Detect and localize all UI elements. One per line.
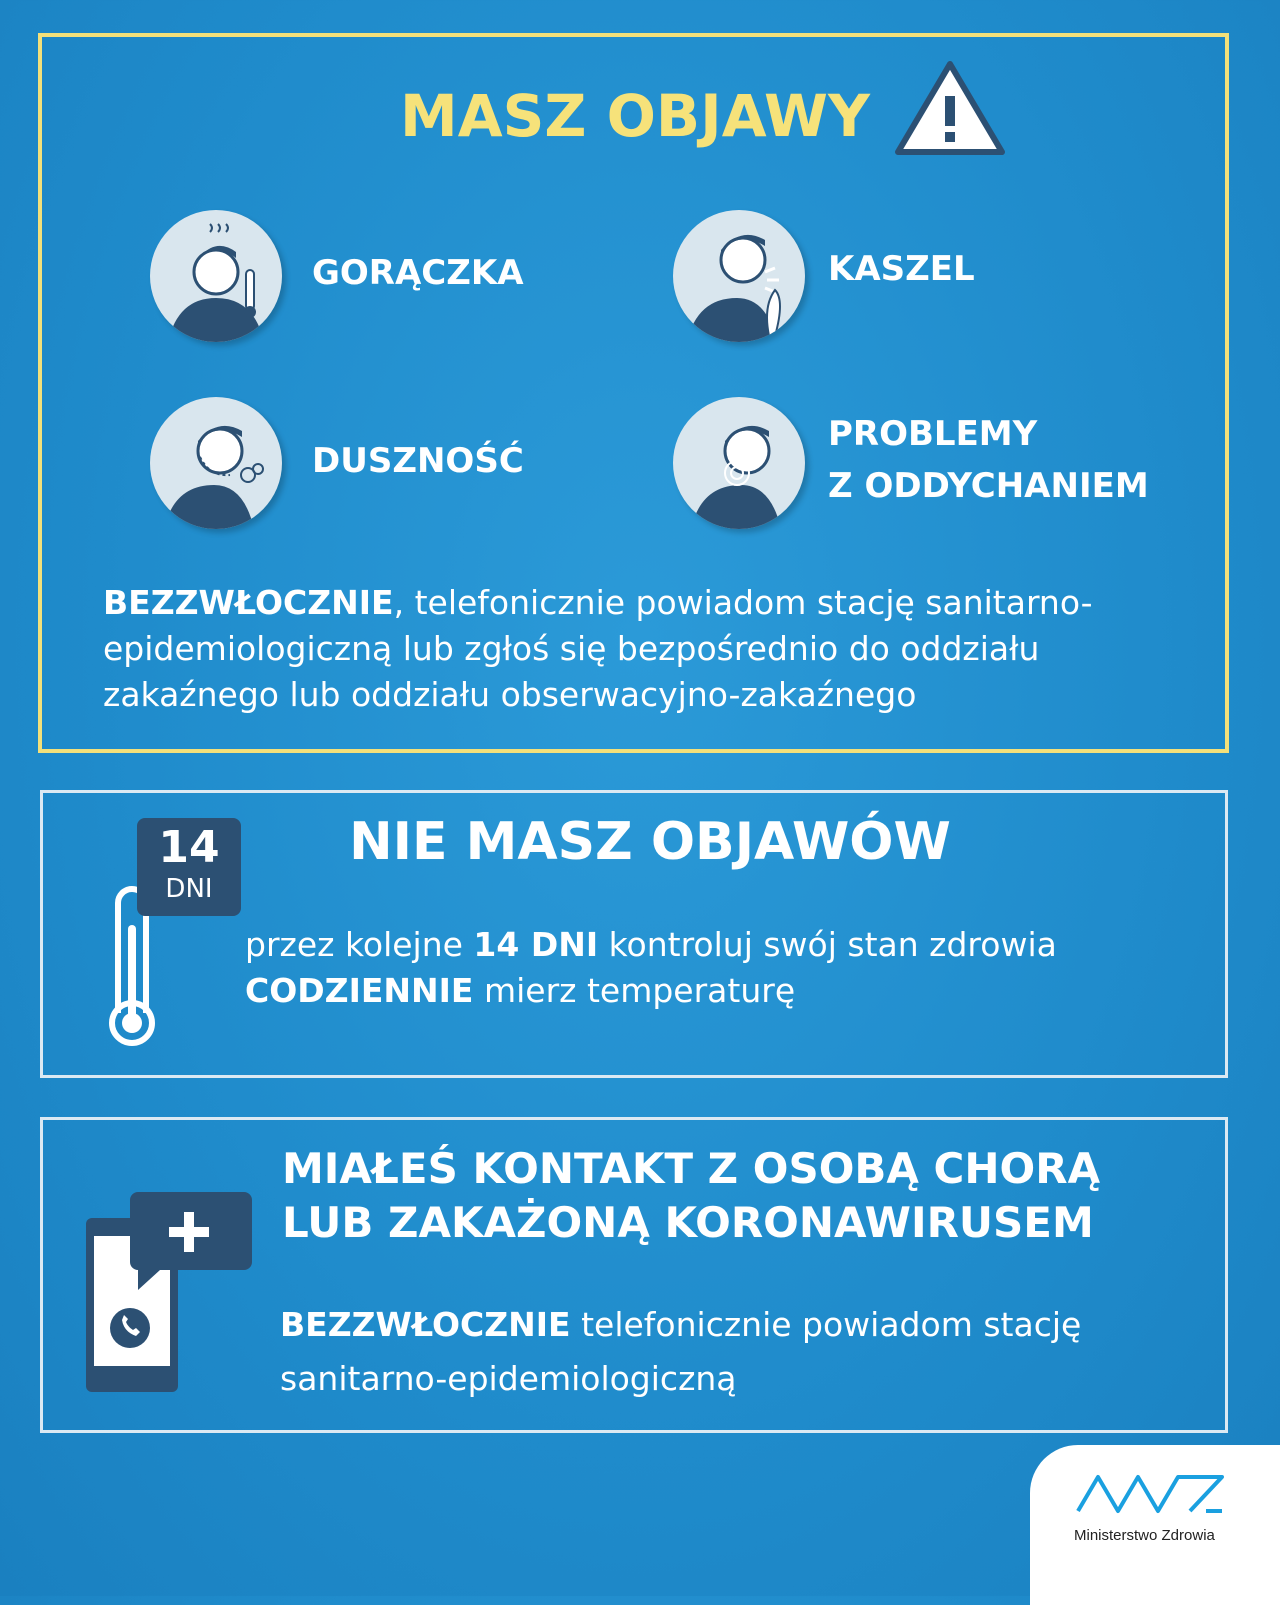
symptoms-instruction: BEZZWŁOCZNIE, telefonicznie powiadom sta… <box>103 583 1093 714</box>
no-symptoms-title: NIE MASZ OBJAWÓW <box>349 812 951 872</box>
ministry-logo: Ministerstwo Zdrowia <box>1030 1445 1280 1605</box>
contact-title: MIAŁEŚ KONTAKT Z OSOBĄ CHORĄ LUB ZAKAŻON… <box>282 1144 1101 1247</box>
symptom-cough-label: KASZEL <box>828 249 975 289</box>
fever-person-icon <box>150 210 282 342</box>
cough-person-icon <box>673 210 805 342</box>
no-symptoms-box <box>40 790 1228 1078</box>
phone-medical-icon <box>86 1192 252 1392</box>
symptoms-box <box>38 33 1229 753</box>
breathing-problem-person-icon <box>673 397 805 529</box>
symptom-dyspnea-label: DUSZNOŚĆ <box>312 441 524 481</box>
no-symptoms-text: przez kolejne 14 DNI kontroluj swój stan… <box>245 925 1057 1010</box>
warning-icon <box>895 61 1005 155</box>
days-badge: 14 DNI <box>137 818 241 916</box>
symptom-breathing-label: PROBLEMY Z ODDYCHANIEM <box>828 414 1149 506</box>
contact-text: BEZZWŁOCZNIE telefonicznie powiadom stac… <box>280 1305 1082 1398</box>
contact-box <box>40 1117 1228 1433</box>
thermometer-icon <box>109 886 155 1046</box>
shortness-of-breath-person-icon <box>150 397 282 529</box>
symptom-fever-label: GORĄCZKA <box>312 253 524 293</box>
mz-logo-mark <box>1076 1475 1224 1513</box>
symptoms-title: MASZ OBJAWY <box>400 82 870 150</box>
